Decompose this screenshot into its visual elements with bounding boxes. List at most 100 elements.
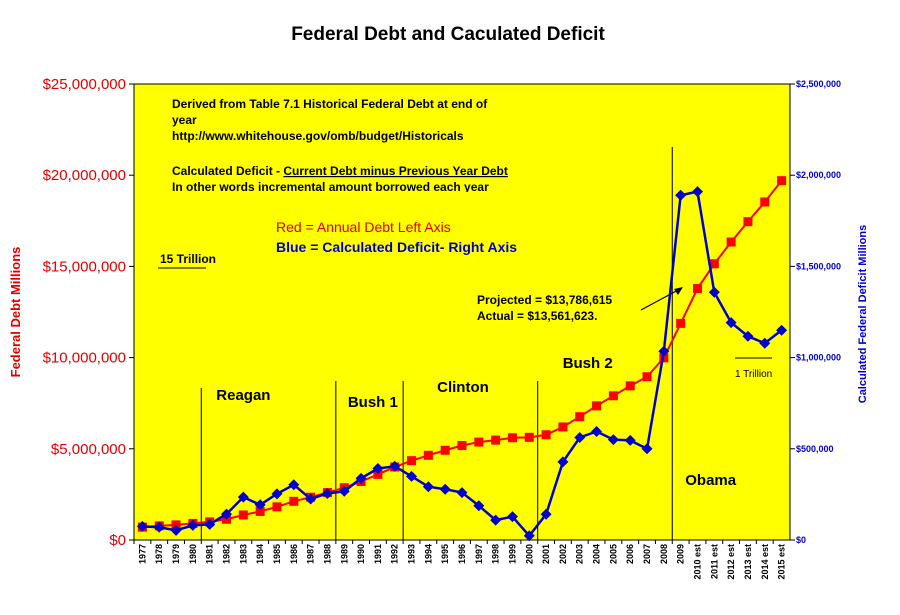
deficit-point (372, 462, 384, 474)
debt-point (777, 176, 787, 186)
deficit-point (136, 520, 148, 532)
right-tick-label: $1,000,000 (796, 353, 841, 363)
x-tick-label: 1982 (222, 544, 232, 564)
deficit-point (271, 488, 283, 500)
x-tick-label: 1999 (507, 544, 517, 564)
debt-point (709, 259, 719, 269)
calc-note-label: Calculated Deficit - (172, 164, 283, 178)
era-label: Bush 2 (563, 355, 613, 372)
x-tick-label: 2013 est (743, 544, 753, 580)
debt-point (457, 440, 467, 450)
x-tick-label: 1989 (339, 544, 349, 564)
debt-point (238, 510, 248, 520)
debt-point (407, 456, 417, 466)
x-tick-label: 1981 (205, 544, 215, 564)
left-tick-label: $25,000,000 (43, 76, 126, 93)
x-tick-label: 2008 (659, 544, 669, 564)
deficit-point (187, 519, 199, 531)
deficit-point (759, 337, 771, 349)
deficit-point (540, 508, 552, 520)
x-tick-label: 2002 (558, 544, 568, 564)
x-tick-label: 1984 (255, 544, 265, 564)
debt-point (642, 372, 652, 382)
left-tick-label: $15,000,000 (43, 258, 126, 275)
left-tick-label: $10,000,000 (43, 350, 126, 367)
debt-point (592, 401, 602, 411)
projected-arrow (640, 288, 681, 311)
deficit-point (776, 324, 788, 336)
deficit-point (321, 487, 333, 499)
debt-point (524, 432, 534, 442)
deficit-point (523, 530, 535, 542)
x-tick-label: 1998 (491, 544, 501, 564)
x-tick-label: 1994 (423, 544, 433, 564)
deficit-point (591, 425, 603, 437)
left-axis-label: Federal Debt Millions (8, 247, 23, 378)
source-note-line1: Derived from Table 7.1 Historical Federa… (172, 97, 488, 111)
deficit-point (675, 189, 687, 201)
x-tick-label: 2000 (524, 544, 534, 564)
x-tick-label: 1993 (407, 544, 417, 564)
deficit-point (389, 460, 401, 472)
x-tick-label: 2012 est (726, 544, 736, 580)
deficit-point (204, 518, 216, 530)
debt-point (423, 450, 433, 460)
x-tick-label: 2014 est (760, 544, 770, 580)
deficit-point (691, 186, 703, 198)
debt-point (541, 430, 551, 440)
x-tick-label: 1988 (322, 544, 332, 564)
actual-label: Actual = $13,561,623. (477, 309, 597, 323)
x-tick-label: 2010 est (692, 544, 702, 580)
x-tick-label: 1991 (373, 544, 383, 564)
deficit-point (742, 330, 754, 342)
right-tick-label: $2,000,000 (796, 170, 841, 180)
era-label: Reagan (216, 387, 270, 404)
x-tick-label: 1980 (188, 544, 198, 564)
x-tick-label: 1990 (356, 544, 366, 564)
projected-label: Projected = $13,786,615 (477, 293, 612, 307)
debt-point (743, 217, 753, 227)
calc-note-line1: Calculated Deficit - Current Debt minus … (172, 164, 508, 178)
x-tick-label: 2011 est (709, 544, 719, 579)
deficit-point (557, 456, 569, 468)
x-tick-label: 1985 (272, 544, 282, 564)
legend-red: Red = Annual Debt Left Axis (276, 219, 451, 235)
era-label: Clinton (437, 379, 489, 396)
debt-point (373, 469, 383, 479)
legend-blue: Blue = Calculated Deficit- Right Axis (276, 239, 517, 255)
x-tick-label: 2006 (625, 544, 635, 564)
x-tick-label: 1977 (137, 544, 147, 564)
x-tick-label: 1997 (474, 544, 484, 564)
deficit-point (170, 524, 182, 536)
debt-point (676, 318, 686, 328)
deficit-point (153, 521, 165, 533)
deficit-point (338, 485, 350, 497)
one-trillion-label: 1 Trillion (735, 369, 772, 380)
debt-point (255, 506, 265, 516)
x-tick-label: 2003 (575, 544, 585, 564)
x-tick-label: 1979 (171, 544, 181, 564)
x-tick-label: 1983 (238, 544, 248, 564)
right-tick-label: $2,500,000 (796, 79, 841, 89)
deficit-point (439, 483, 451, 495)
plot-area (133, 83, 791, 541)
deficit-point (237, 491, 249, 503)
debt-point (760, 197, 770, 207)
deficit-point (422, 481, 434, 493)
right-tick-label: $0 (796, 535, 806, 545)
deficit-point (254, 499, 266, 511)
deficit-series (136, 186, 788, 542)
deficit-point (574, 431, 586, 443)
deficit-point (288, 479, 300, 491)
projected-arrowhead (674, 287, 683, 295)
debt-point (507, 433, 517, 443)
x-tick-label: 2005 (608, 544, 618, 564)
left-tick-label: $20,000,000 (43, 167, 126, 184)
debt-point (491, 435, 501, 445)
x-tick-label: 1986 (289, 544, 299, 564)
debt-point (440, 445, 450, 455)
deficit-point (473, 500, 485, 512)
deficit-point (506, 511, 518, 523)
x-tick-label: 1978 (154, 544, 164, 564)
deficit-point (305, 493, 317, 505)
